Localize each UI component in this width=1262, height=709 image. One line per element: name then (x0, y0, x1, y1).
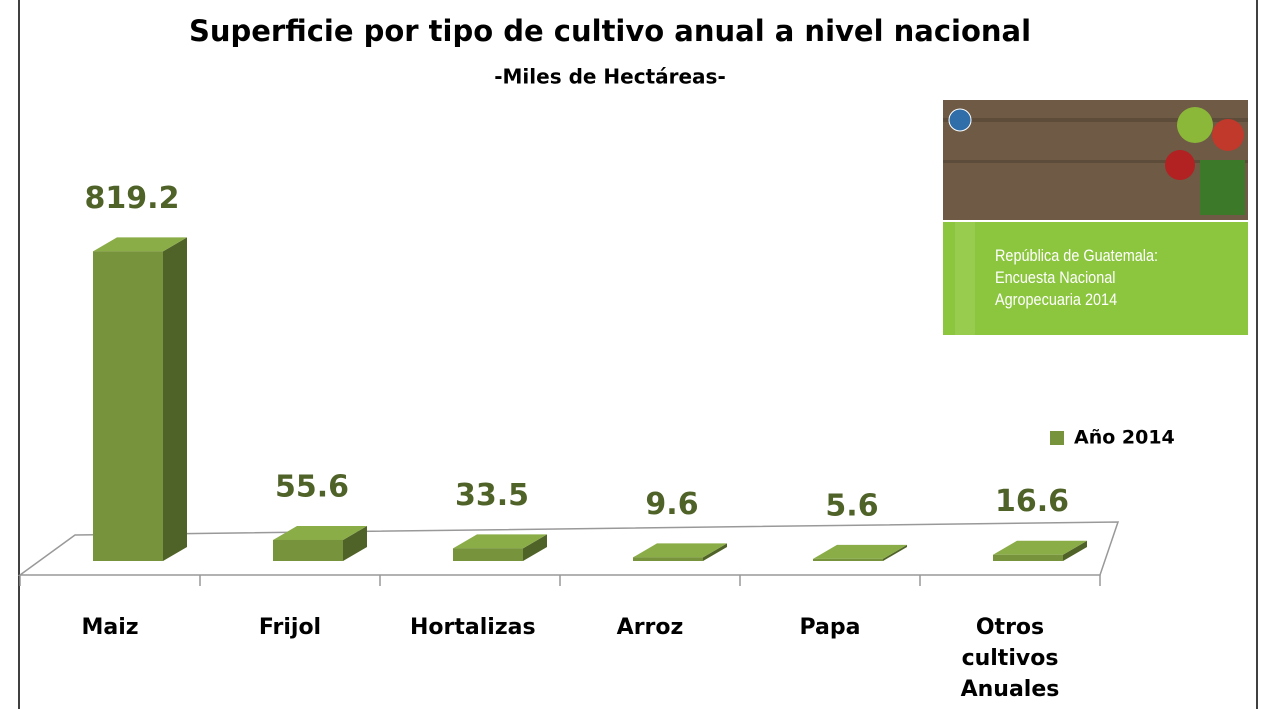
inset-fruit (1165, 150, 1195, 180)
data-label: 55.6 (275, 469, 349, 504)
bar-top (813, 544, 907, 559)
x-tick-label: Frijol (258, 615, 322, 640)
data-label: 5.6 (825, 488, 878, 523)
bar (813, 558, 883, 561)
bar (273, 539, 343, 561)
bar-top (93, 237, 187, 252)
bar (93, 251, 163, 561)
legend-label: Año 2014 (1074, 427, 1175, 449)
bar-side (703, 543, 727, 561)
inset-text: República de Guatemala: Encuesta Naciona… (995, 246, 1159, 309)
bar (633, 557, 703, 561)
bar-top (633, 543, 727, 558)
inset-plank (943, 118, 1248, 122)
bar-top (273, 525, 367, 540)
legend-swatch (1050, 431, 1064, 445)
bar-top (993, 540, 1087, 555)
inset-fruit (1212, 119, 1244, 151)
inset-plank (943, 160, 1248, 163)
x-tick-label: Otros cultivos Anuales (960, 615, 1060, 702)
inset-green (943, 222, 1248, 335)
inset-fruit (1177, 107, 1213, 143)
bar-side (1063, 540, 1087, 561)
data-label: 9.6 (645, 487, 698, 522)
x-tick-label: Hortalizas (410, 615, 536, 640)
inset-logo (948, 108, 972, 132)
x-tick-label: Arroz (616, 615, 684, 640)
bar (453, 548, 523, 561)
x-tick-label: Maiz (81, 615, 139, 640)
inset-greens (1200, 160, 1245, 215)
data-label: 16.6 (995, 484, 1069, 519)
inset-stripe (955, 222, 975, 335)
inset-image (943, 100, 1248, 335)
bar-side (163, 237, 187, 561)
data-label: 33.5 (455, 478, 529, 513)
bar (993, 554, 1063, 561)
bar-side (523, 534, 547, 561)
chart-title: Superficie por tipo de cultivo anual a n… (189, 14, 1031, 48)
bar-side (343, 525, 367, 561)
bar-side (883, 544, 907, 561)
bar-top (453, 534, 547, 549)
chart-subtitle: -Miles de Hectáreas- (494, 65, 726, 89)
data-label: 819.2 (85, 181, 180, 216)
x-tick-label: Papa (799, 615, 861, 640)
